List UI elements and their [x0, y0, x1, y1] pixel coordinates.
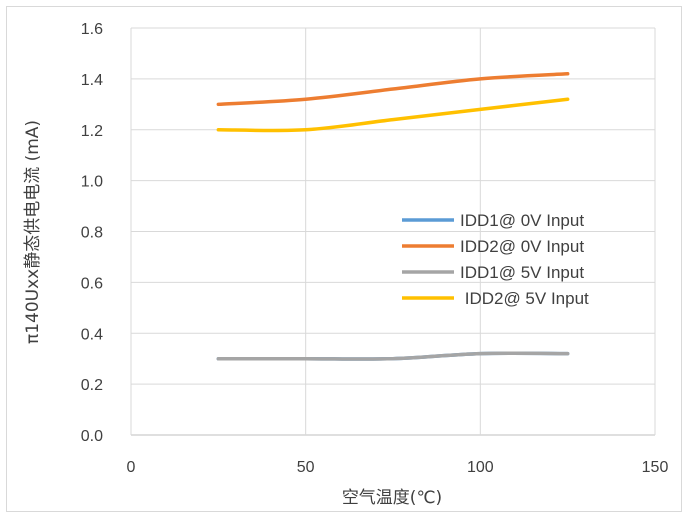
y-tick-label: 0.2	[81, 377, 103, 394]
legend-label-2: IDD2@ 0V Input	[460, 237, 584, 256]
y-tick-label: 1.0	[81, 174, 103, 191]
x-tick-label: 100	[467, 459, 494, 476]
y-tick-label: 1.6	[81, 21, 103, 38]
y-tick-label: 1.2	[81, 123, 103, 140]
legend-label-4: IDD2@ 5V Input	[460, 289, 589, 308]
x-tick-label: 50	[297, 459, 315, 476]
legend-label-3: IDD1@ 5V Input	[460, 263, 584, 282]
y-tick-label: 0.4	[81, 326, 103, 343]
y-tick-label: 0.0	[81, 428, 103, 445]
series-line-2	[218, 74, 567, 105]
x-tick-label: 150	[642, 459, 669, 476]
x-tick-label: 0	[127, 459, 136, 476]
y-tick-label: 1.4	[81, 72, 103, 89]
x-axis-title: 空气温度(℃)	[342, 488, 442, 508]
legend-label-1: IDD1@ 0V Input	[460, 211, 584, 230]
series-line-3	[218, 353, 567, 359]
series-line-4	[218, 99, 567, 130]
y-tick-label: 0.8	[81, 225, 103, 242]
legend: IDD1@ 0V Input IDD2@ 0V Input IDD1@ 5V Inp…	[402, 211, 589, 308]
y-tick-label: 0.6	[81, 275, 103, 292]
y-axis-title: π140Uxx静态供电电流 (mA)	[23, 120, 43, 344]
